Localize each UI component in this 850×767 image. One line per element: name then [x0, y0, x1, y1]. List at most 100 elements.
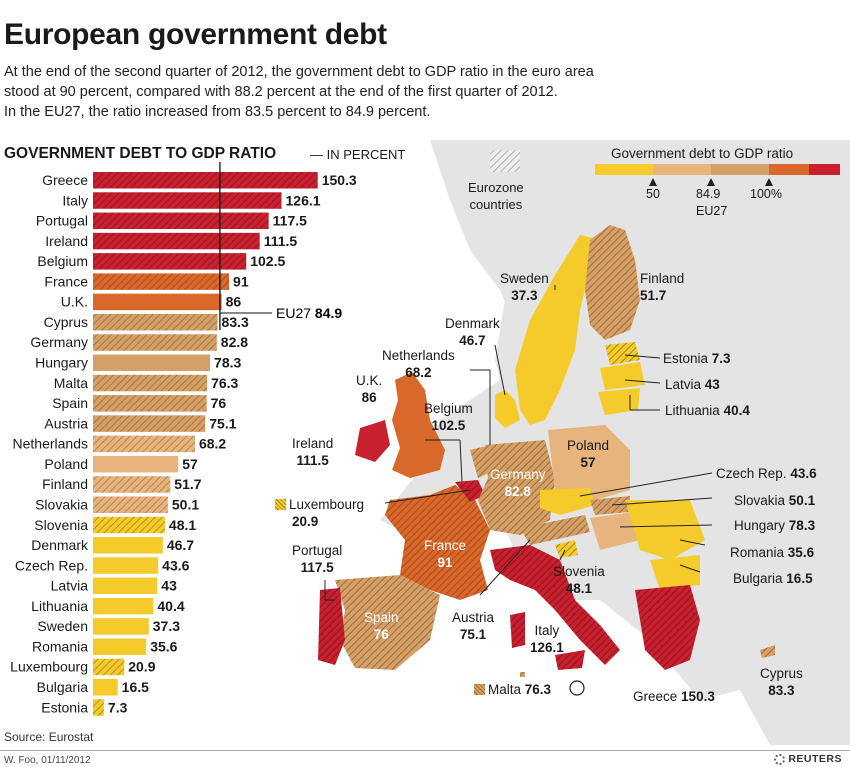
bar-category-label: Poland [44, 456, 88, 472]
bar-category-label: Romania [32, 638, 88, 654]
bar-category-label: Estonia [41, 699, 88, 715]
bar-category-label: Sweden [37, 618, 88, 634]
map-label-slovakia: Slovakia 50.1 [734, 493, 816, 508]
bar-value-label: 91 [233, 273, 249, 289]
legend-swatch-tan [711, 164, 769, 175]
bar-value-label: 117.5 [273, 213, 307, 229]
map-label-latvia: Latvia 43 [665, 377, 720, 392]
bar-category-label: Luxembourg [10, 659, 88, 675]
italy-shape [490, 545, 620, 665]
bar-value-label: 111.5 [264, 233, 298, 249]
ireland-shape [355, 420, 390, 462]
legend-tick [649, 178, 657, 186]
bar-greece [93, 172, 318, 189]
map-label-estonia: Estonia 7.3 [663, 351, 731, 366]
greece-shape [635, 585, 700, 670]
map-label-czech: Czech Rep. 43.6 [716, 466, 817, 481]
bar-value-label: 83.3 [222, 314, 249, 330]
map-label-portugal: Portugal 117.5 [292, 543, 343, 575]
map-label-luxembourg: Luxembourg 20.9 [275, 496, 364, 530]
map-label-germany: Germany 82.8 [490, 467, 546, 499]
bar-chart-title: GOVERNMENT DEBT TO GDP RATIO [4, 145, 277, 162]
bar-category-label: Spain [52, 395, 88, 411]
credit-line: W. Foo, 01/11/2012 [4, 755, 91, 766]
bar-netherlands [93, 435, 195, 453]
bar-value-label: 86 [226, 294, 242, 310]
bar-category-label: Cyprus [44, 314, 88, 330]
map-label-slovenia: Slovenia 48.1 [553, 564, 605, 596]
bar-value-label: 57 [182, 456, 198, 472]
bar-category-label: Finland [42, 476, 88, 492]
bar-category-label: France [44, 273, 88, 289]
germany-shape [478, 440, 555, 535]
map-label-spain: Spain 76 [364, 610, 399, 642]
bar-value-label: 43 [161, 578, 177, 594]
slovakia-shape [590, 496, 630, 515]
bar-belgium [93, 253, 247, 270]
bar-sweden [93, 618, 149, 635]
spain-shape [335, 575, 440, 670]
map-label-greece: Greece 150.3 [633, 689, 715, 704]
bar-value-label: 68.2 [199, 436, 226, 452]
map-label-netherlands: Netherlands 68.2 [382, 348, 455, 380]
france-shape [385, 485, 490, 600]
portugal-shape [318, 588, 345, 665]
bar-value-label: 78.3 [214, 355, 241, 371]
eurozone-legend-label: Eurozone countries [468, 179, 524, 213]
bar-category-label: Italy [62, 192, 88, 208]
malta-circle [569, 680, 585, 696]
legend-tick [765, 178, 773, 186]
bar-cyprus [93, 313, 218, 331]
bar-u-k [93, 293, 222, 311]
bar-value-label: 43.6 [162, 557, 189, 573]
bar-germany [93, 334, 217, 351]
bar-category-label: Belgium [37, 253, 88, 269]
map-label-italy: Italy 126.1 [530, 623, 564, 655]
map-label-malta: Malta 76.3 [474, 681, 551, 698]
intro-line: stood at 90 percent, compared with 88.2 … [4, 84, 558, 100]
bar-latvia [93, 577, 158, 595]
bar-spain [93, 395, 207, 412]
map-label-ireland: Ireland 111.5 [292, 436, 334, 468]
footer-divider [0, 750, 850, 751]
bar-value-label: 82.8 [221, 334, 248, 350]
map-label-bulgaria: Bulgaria 16.5 [733, 571, 813, 586]
bar-finland [93, 476, 171, 493]
belgium-shape [455, 480, 485, 502]
legend-tick [707, 178, 715, 186]
malta-shape [520, 672, 525, 677]
latvia-shape [600, 362, 645, 390]
bar-value-label: 76 [211, 395, 227, 411]
page-title: European government debt [4, 18, 387, 51]
bar-poland [93, 455, 179, 473]
brand-logo: REUTERS [774, 753, 842, 765]
bar-value-label: 48.1 [169, 517, 196, 533]
bar-category-label: Ireland [45, 233, 88, 249]
legend-title: Government debt to GDP ratio [611, 146, 794, 161]
map-label-uk: U.K. 86 [356, 373, 383, 405]
bar-category-label: Portugal [36, 213, 88, 229]
bar-value-label: 126.1 [286, 192, 321, 208]
map-label-hungary: Hungary 78.3 [734, 518, 816, 533]
eurozone-swatch [490, 150, 520, 172]
bar-category-label: Bulgaria [37, 679, 89, 695]
bar-category-label: Czech Rep. [15, 557, 88, 573]
cyprus-shape [760, 645, 775, 658]
legend-swatch-yellow [595, 164, 653, 175]
bar-value-label: 150.3 [322, 172, 357, 188]
bulgaria-shape [650, 555, 700, 590]
bar-malta [93, 374, 208, 392]
bar-romania [93, 638, 147, 655]
legend-swatch-red [809, 164, 840, 175]
bar-estonia [93, 699, 104, 716]
bar-value-label: 75.1 [209, 415, 236, 431]
bar-category-label: Netherlands [13, 436, 89, 452]
bar-lithuania [93, 597, 154, 615]
bar-value-label: 7.3 [108, 699, 128, 715]
bar-slovakia [93, 496, 168, 513]
norway-shape [495, 160, 800, 405]
legend-swatch-lighttan [653, 164, 711, 175]
bar-category-label: Lithuania [31, 598, 88, 614]
poland-shape [548, 425, 630, 500]
